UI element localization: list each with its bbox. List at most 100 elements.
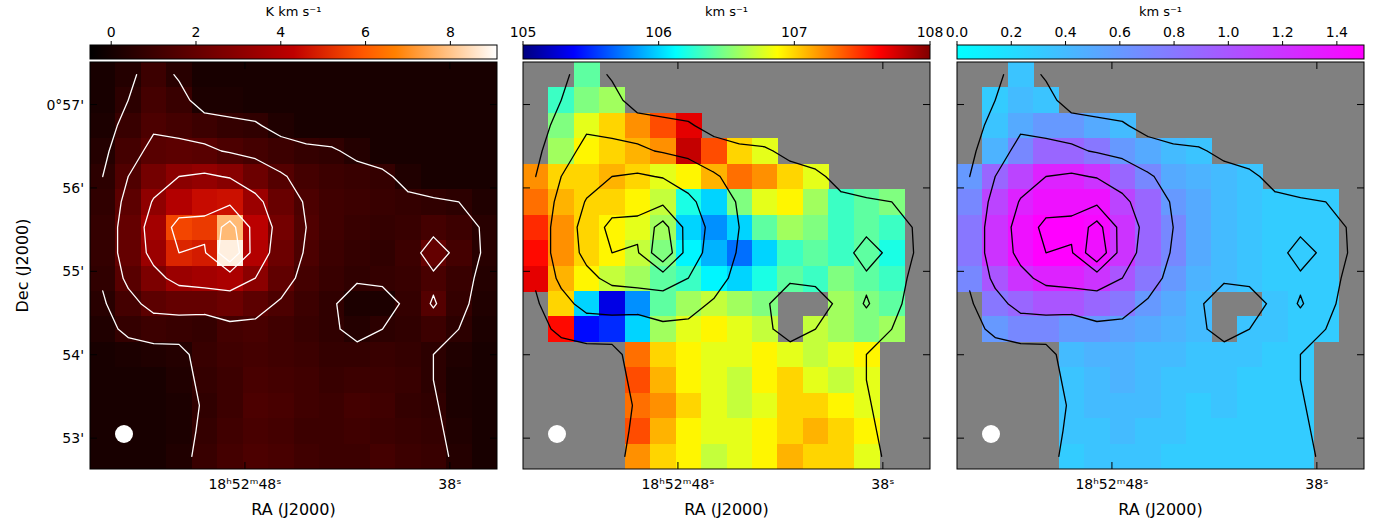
colorbar-tick <box>365 41 366 45</box>
frame <box>957 62 1364 469</box>
y-tick <box>523 187 530 188</box>
cell <box>90 418 116 444</box>
y-tick-label: 56' <box>62 180 84 196</box>
cell <box>344 87 370 113</box>
cell <box>1110 215 1136 241</box>
cell <box>752 240 778 266</box>
cell <box>166 113 192 139</box>
cell <box>523 240 549 266</box>
cell <box>472 444 497 469</box>
cell <box>217 342 243 368</box>
cell <box>166 87 192 113</box>
cell <box>1237 393 1263 419</box>
cell <box>982 113 1008 139</box>
y-tick <box>923 104 930 105</box>
contour <box>577 173 705 291</box>
cell <box>294 87 320 113</box>
y-tick <box>1357 354 1364 355</box>
cell <box>166 62 192 88</box>
map <box>90 62 497 469</box>
x-tick-label: 38ˢ <box>871 476 894 492</box>
colorbar-tick <box>930 41 931 45</box>
cell <box>446 215 472 241</box>
cell <box>192 113 218 139</box>
cell <box>90 240 116 266</box>
cell <box>625 316 651 342</box>
cell <box>166 138 192 164</box>
cell <box>957 215 983 241</box>
contour <box>144 173 272 291</box>
cell <box>676 215 702 241</box>
map <box>523 62 914 469</box>
y-tick <box>90 438 97 439</box>
cell <box>472 215 497 241</box>
cell <box>421 87 447 113</box>
y-tick <box>523 354 530 355</box>
cell <box>1059 113 1085 139</box>
cell <box>625 291 651 317</box>
cell <box>319 342 345 368</box>
cell <box>676 444 702 469</box>
cell <box>446 240 472 266</box>
cell <box>319 113 345 139</box>
cell <box>472 87 497 113</box>
cell <box>957 189 983 215</box>
cell <box>370 342 396 368</box>
cell <box>599 291 625 317</box>
cell <box>1008 189 1034 215</box>
cell <box>982 291 1008 317</box>
cell <box>701 316 727 342</box>
colorbar-tick <box>1119 41 1120 45</box>
cell <box>727 291 753 317</box>
cell <box>472 62 497 88</box>
cell <box>625 342 651 368</box>
cell <box>1211 367 1237 393</box>
cell <box>1110 113 1136 139</box>
cell <box>294 291 320 317</box>
cell <box>828 393 854 419</box>
cell <box>370 87 396 113</box>
x-axis-title: RA (J2000) <box>1118 500 1202 519</box>
colorbar-tick <box>523 41 524 45</box>
cell <box>828 189 854 215</box>
beam <box>548 425 566 443</box>
cell <box>752 367 778 393</box>
colorbar-tick-label: 0.2 <box>1000 24 1022 40</box>
colorbar-tick <box>1011 41 1012 45</box>
contour <box>604 205 683 272</box>
cell <box>599 87 625 113</box>
cell <box>243 367 269 393</box>
cell <box>446 444 472 469</box>
cell <box>727 240 753 266</box>
cell <box>777 393 803 419</box>
x-tick <box>882 462 883 469</box>
frame <box>90 62 497 469</box>
y-tick <box>490 438 497 439</box>
cell <box>625 164 651 190</box>
cell <box>192 87 218 113</box>
cell <box>879 266 905 292</box>
cell <box>217 444 243 469</box>
y-tick <box>90 354 97 355</box>
cell <box>1110 291 1136 317</box>
cell <box>752 418 778 444</box>
x-tick-label: 38ˢ <box>438 476 461 492</box>
cell <box>141 367 167 393</box>
cell <box>217 418 243 444</box>
contour <box>103 75 481 457</box>
cell <box>1084 418 1110 444</box>
cell <box>1237 164 1263 190</box>
cell <box>217 87 243 113</box>
cell <box>1084 291 1110 317</box>
cell <box>294 367 320 393</box>
cell <box>1262 342 1288 368</box>
cell <box>370 444 396 469</box>
y-tick <box>957 354 964 355</box>
cell <box>1135 138 1161 164</box>
contour <box>1038 205 1117 272</box>
cell <box>803 189 829 215</box>
x-tick <box>449 462 450 469</box>
cell <box>1033 87 1059 113</box>
beam <box>115 425 133 443</box>
cell <box>1033 189 1059 215</box>
